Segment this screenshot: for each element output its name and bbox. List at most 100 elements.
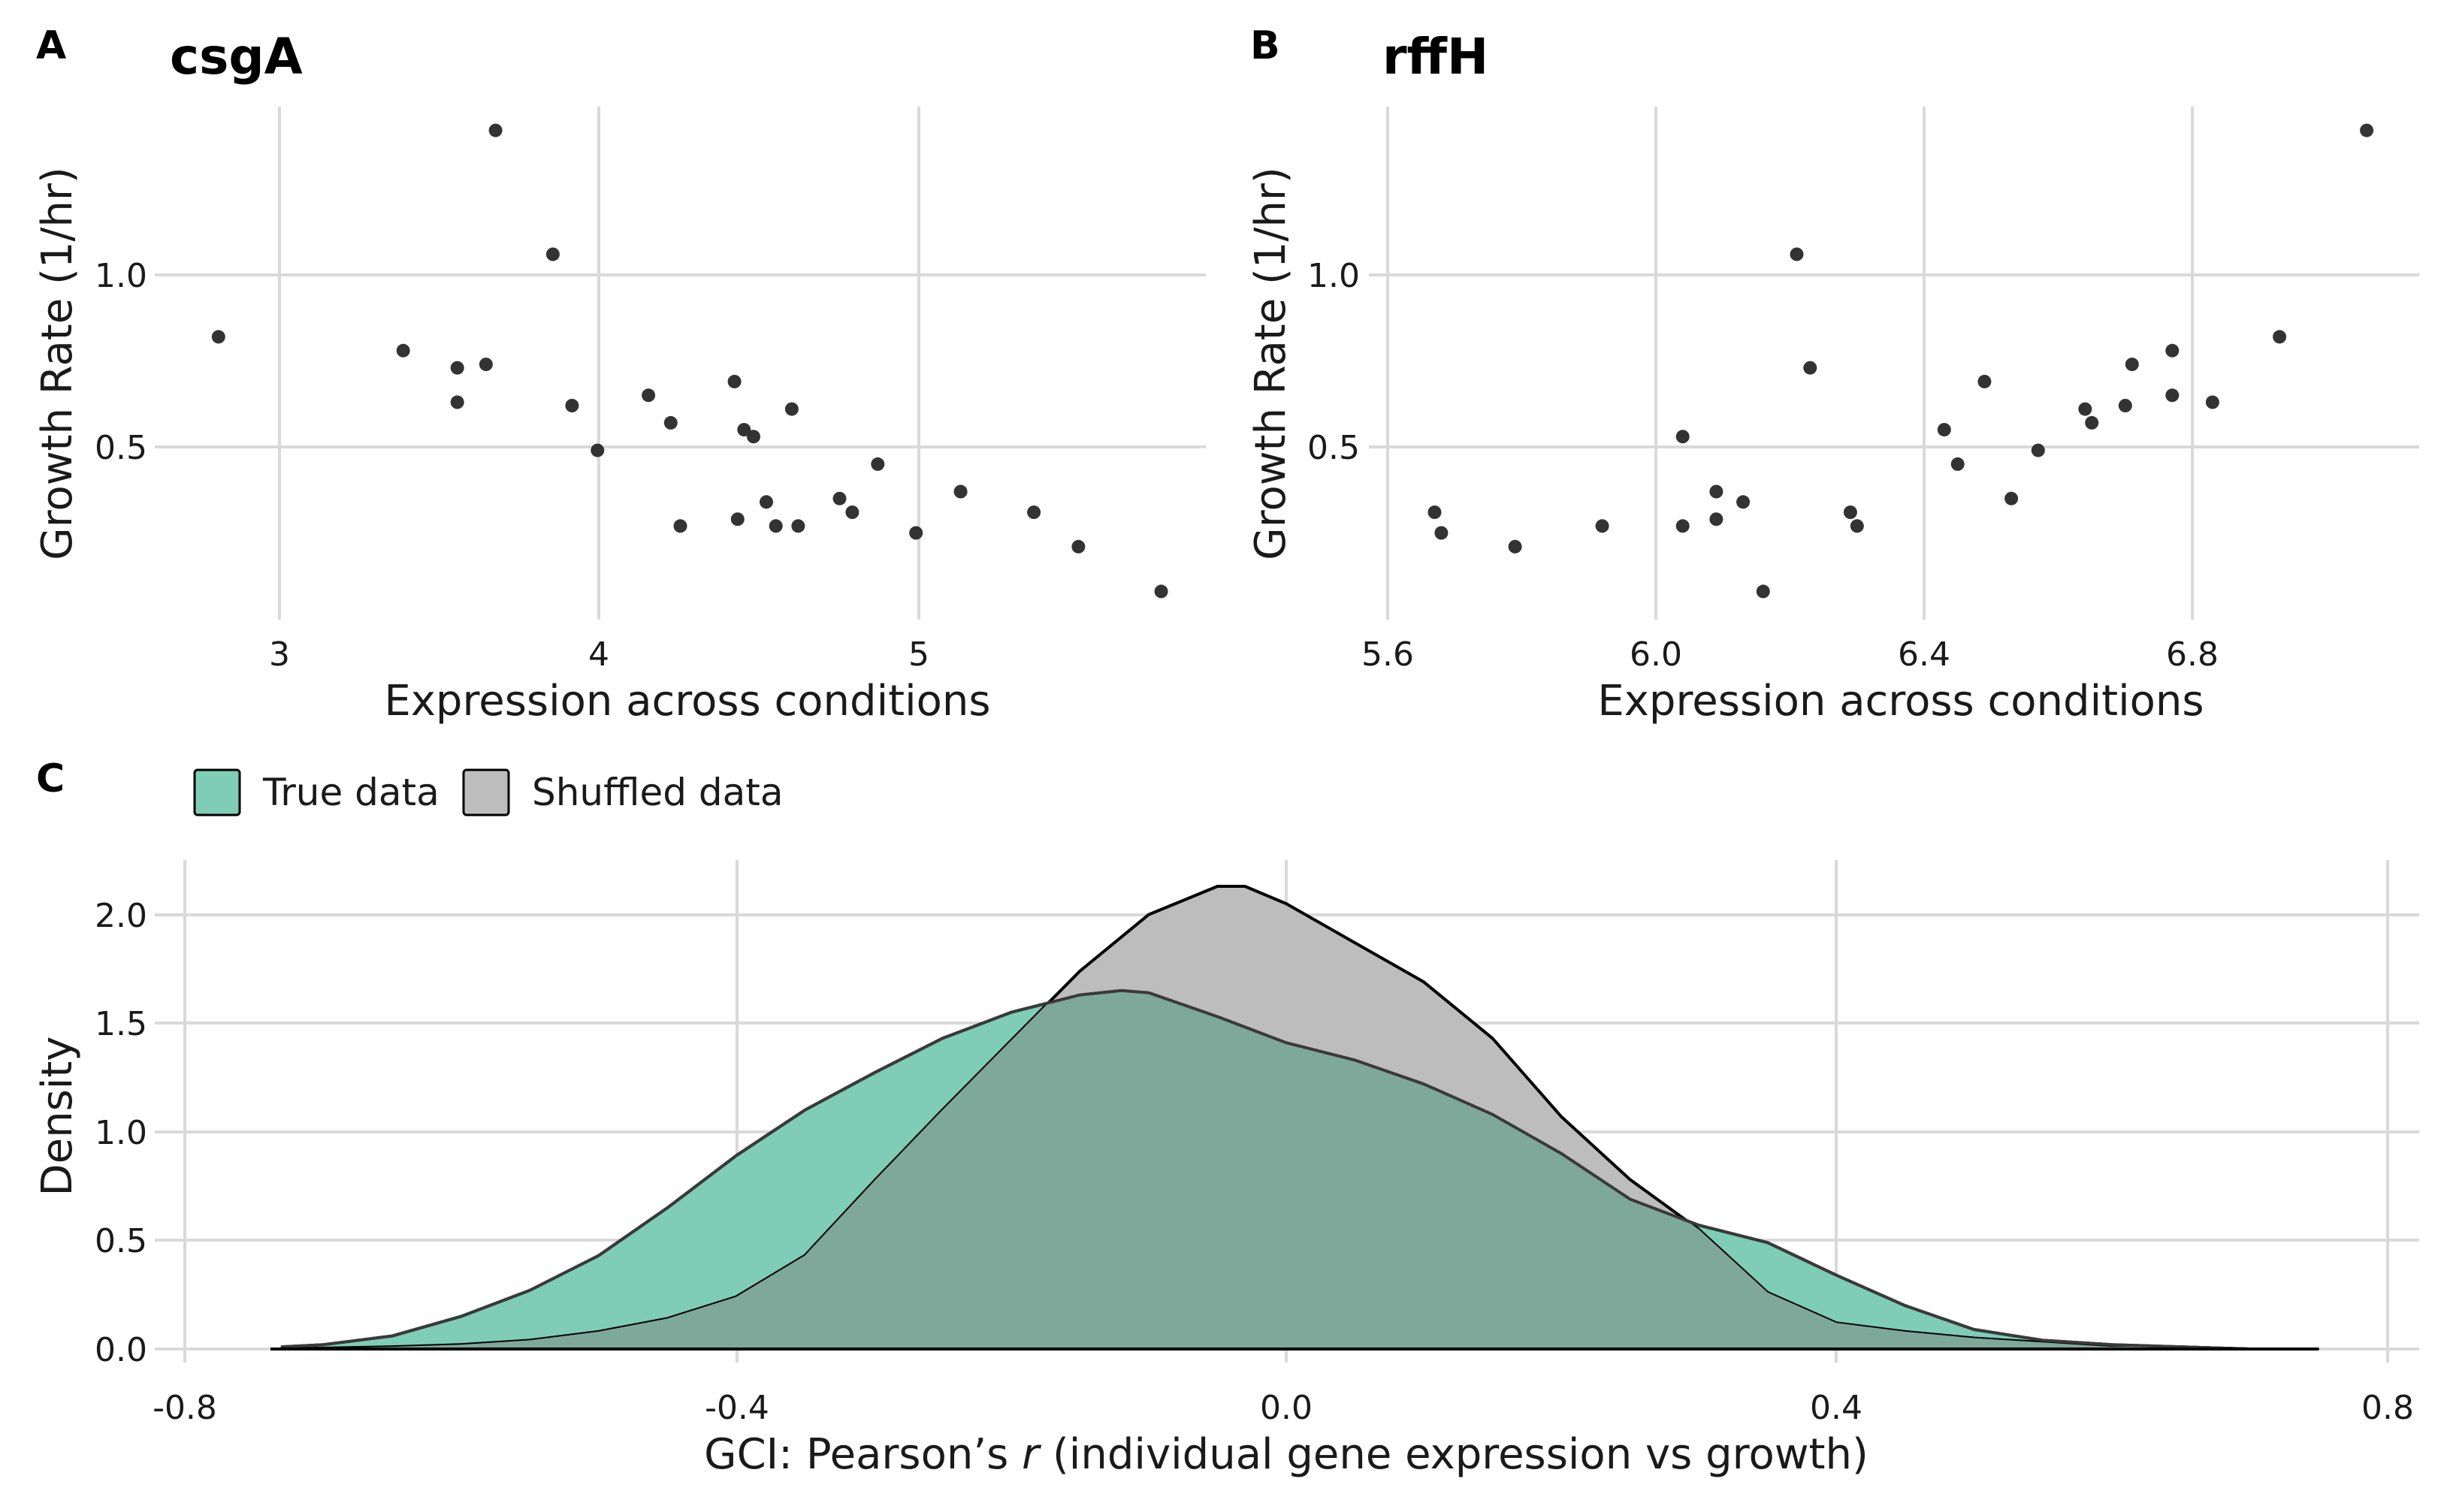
panel-a-point-6 — [488, 123, 503, 137]
panel-c-y-axis-label: Density — [33, 1037, 82, 1197]
legend-label-true: True data — [262, 771, 440, 814]
panel-c-ytick-4: 1.5 — [95, 1005, 147, 1043]
panel-a-point-26 — [1027, 506, 1041, 519]
panel-b-point-9 — [1736, 495, 1751, 509]
panel-a-point-24 — [909, 526, 923, 540]
panel-b-point-10 — [1756, 584, 1770, 599]
panel-b-point-26 — [2205, 395, 2219, 409]
panel-a-y-axis-label: Growth Rate (1/hr) — [33, 167, 82, 560]
panel-b-point-8 — [1709, 484, 1723, 499]
panel-a-point-28 — [1154, 584, 1168, 599]
panel-b-points — [1427, 123, 2374, 599]
panel-b-point-25 — [2165, 388, 2180, 403]
panel-b-point-24 — [2165, 343, 2180, 358]
panel-b-point-19 — [2031, 443, 2045, 457]
panel-b-gridlines — [1369, 107, 2419, 620]
panel-a-label: A — [36, 23, 66, 68]
panel-b-point-18 — [2004, 491, 2019, 506]
panel-b-point-7 — [1709, 512, 1723, 527]
panel-b-point-27 — [2273, 330, 2287, 344]
panel-c-ytick-5: 2.0 — [95, 897, 147, 935]
panel-a-point-7 — [545, 247, 560, 261]
panel-a-point-5 — [479, 358, 493, 372]
panel-b-point-5 — [1675, 519, 1690, 533]
panel-a-point-12 — [673, 519, 687, 533]
panel-b-point-22 — [2118, 399, 2132, 412]
panel-a-point-2 — [396, 343, 410, 358]
panel-b-point-14 — [1850, 519, 1864, 533]
panel-c-xtick-2: -0.4 — [705, 1389, 769, 1427]
panel-c-xtick-4: 0.4 — [1810, 1389, 1862, 1427]
panel-c-label: C — [36, 756, 65, 801]
panel-c-ytick-1: 0.0 — [95, 1331, 147, 1369]
panel-c-xtick-1: -0.8 — [153, 1389, 217, 1427]
panel-a-x-axis-label: Expression across conditions — [384, 677, 990, 726]
panel-c-x-axis-label-r: r — [1022, 1430, 1041, 1479]
panel-a-point-21 — [832, 491, 847, 506]
panel-c-ytick-3: 1.0 — [95, 1114, 147, 1152]
panel-c-xtick-3: 0.0 — [1260, 1389, 1313, 1427]
panel-b-point-17 — [1977, 375, 1992, 388]
panel-a-point-27 — [1071, 539, 1086, 554]
panel-a-xtick-2: 4 — [588, 635, 609, 674]
panel-a-ytick-1: 0.5 — [95, 429, 147, 467]
panel-b: B rffH 5.6 6.0 6.4 6.8 0.5 1.0 Expressio… — [1246, 23, 2419, 726]
panel-a-point-11 — [663, 415, 678, 430]
panel-b-xtick-2: 6.0 — [1630, 635, 1682, 674]
panel-a-title: csgA — [170, 28, 303, 86]
panel-b-point-11 — [1790, 247, 1804, 261]
panel-a-point-25 — [953, 484, 968, 499]
panel-b-point-3 — [1508, 539, 1522, 554]
panel-b-xtick-1: 5.6 — [1361, 635, 1414, 674]
panel-a-point-15 — [737, 423, 751, 437]
panel-a-xtick-3: 5 — [908, 635, 929, 674]
panel-a-point-3 — [450, 361, 464, 375]
panel-a-point-23 — [871, 457, 885, 471]
panel-a-point-9 — [591, 443, 605, 457]
panel-a-point-20 — [791, 519, 805, 533]
panel-c-x-axis-label-end: (individual gene expression vs growth) — [1039, 1430, 1868, 1479]
panel-b-xtick-3: 6.4 — [1898, 635, 1950, 674]
panel-a-point-18 — [769, 519, 783, 533]
panel-c-xtick-5: 0.8 — [2361, 1389, 2414, 1427]
panel-b-point-21 — [2085, 415, 2099, 430]
panel-a-point-1 — [211, 330, 225, 344]
panel-b-ytick-1: 0.5 — [1307, 429, 1360, 467]
panel-a-point-22 — [845, 506, 859, 519]
panel-b-xtick-4: 6.8 — [2166, 635, 2219, 674]
legend: True data Shuffled data — [193, 768, 783, 816]
panel-c-ytick-2: 0.5 — [95, 1222, 147, 1260]
panel-c: C True data Shuffled data -0.8 -0.4 0.0 … — [33, 756, 2419, 1479]
panel-a-point-8 — [565, 399, 579, 412]
panel-b-y-axis-label: Growth Rate (1/hr) — [1246, 167, 1295, 560]
panel-c-x-axis-label-start: GCI: Pearson’s — [704, 1430, 1022, 1479]
panel-a-point-10 — [642, 388, 656, 403]
panel-b-point-23 — [2125, 358, 2139, 372]
panel-a-point-19 — [784, 402, 799, 416]
panel-a-point-4 — [450, 395, 464, 409]
panel-a-gridlines — [155, 107, 1206, 620]
panel-b-x-axis-label: Expression across conditions — [1597, 677, 2204, 726]
panel-c-density-areas — [270, 885, 2319, 1351]
panel-a-points — [211, 123, 1168, 599]
panel-b-point-13 — [1843, 506, 1857, 519]
panel-b-ytick-2: 1.0 — [1307, 257, 1360, 295]
panel-a-point-14 — [730, 512, 745, 527]
panel-b-title: rffH — [1382, 28, 1488, 86]
panel-b-point-4 — [1595, 519, 1609, 533]
panel-b-point-15 — [1937, 423, 1951, 437]
legend-label-shuffled: Shuffled data — [532, 771, 783, 814]
density-outline-true-data — [280, 988, 2319, 1351]
panel-b-point-6 — [1675, 430, 1690, 444]
panel-b-point-12 — [1803, 361, 1817, 375]
panel-a-ytick-2: 1.0 — [95, 257, 147, 295]
panel-b-point-1 — [1427, 506, 1442, 519]
panel-a-point-16 — [747, 430, 760, 444]
panel-b-point-28 — [2360, 123, 2374, 137]
panel-a-point-13 — [727, 375, 742, 388]
panel-a: A csgA 3 4 5 0.5 1.0 Expression across c… — [33, 23, 1206, 726]
legend-swatch-shuffled — [462, 768, 510, 816]
panel-a-xtick-1: 3 — [269, 635, 290, 674]
panel-b-point-20 — [2078, 402, 2092, 416]
